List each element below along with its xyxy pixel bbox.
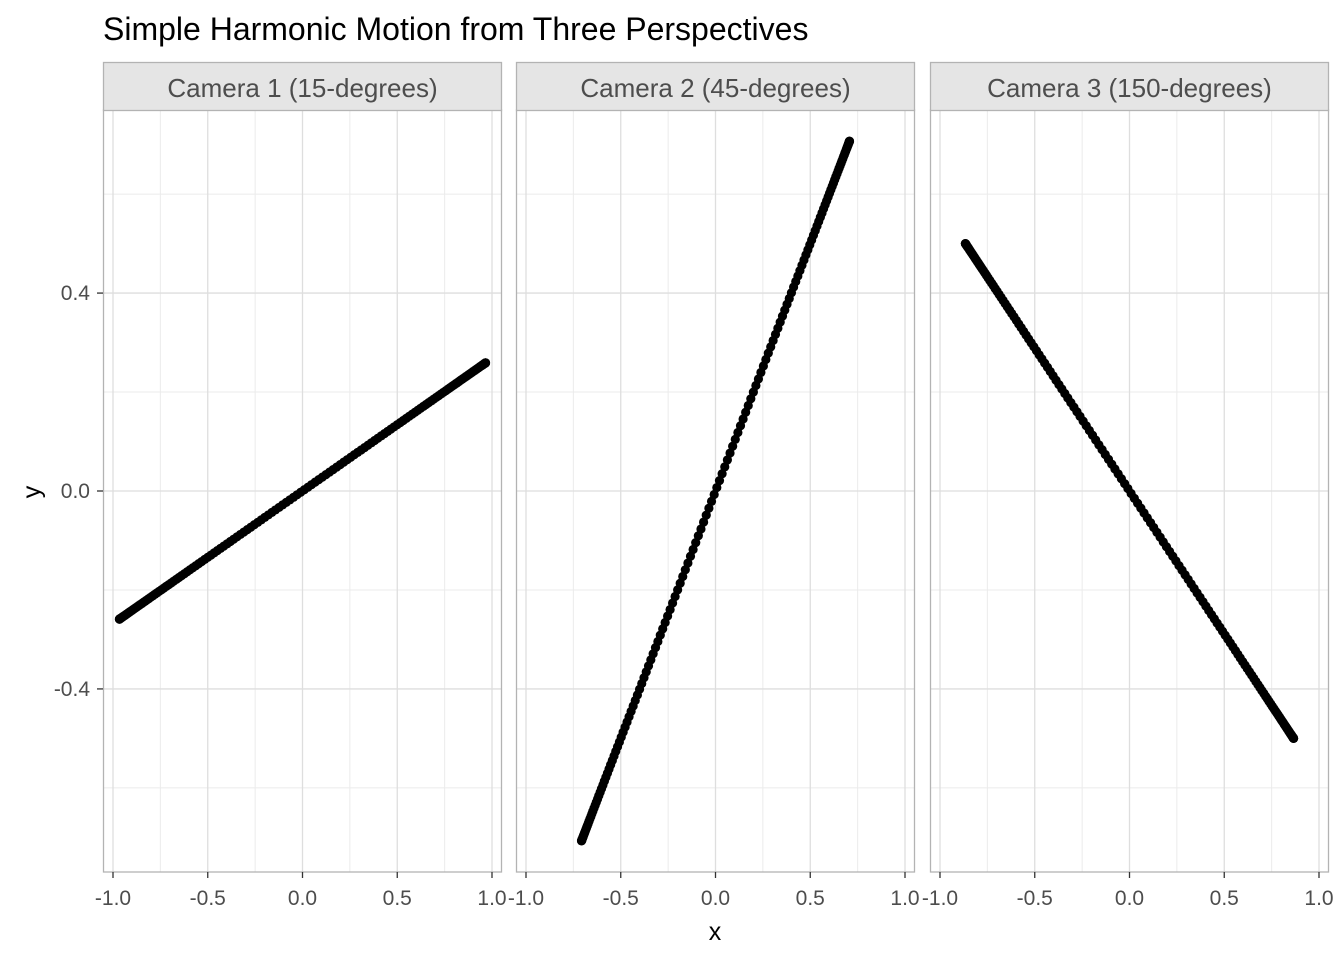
data-point bbox=[1289, 733, 1299, 744]
facet-strip-label: Camera 3 (150-degrees) bbox=[987, 73, 1272, 103]
data-point bbox=[699, 517, 709, 527]
data-point bbox=[704, 503, 714, 513]
x-tick-label: 0.5 bbox=[1210, 887, 1239, 910]
data-point bbox=[706, 496, 717, 506]
data-point bbox=[709, 489, 719, 500]
y-tick-label: 0.0 bbox=[61, 480, 90, 503]
x-tick-label: -0.5 bbox=[190, 887, 226, 910]
y-axis-title: y bbox=[18, 485, 46, 498]
x-tick-label: -0.5 bbox=[603, 887, 639, 910]
data-point bbox=[714, 476, 725, 486]
facet-strip bbox=[515, 61, 916, 112]
chart-title: Simple Harmonic Motion from Three Perspe… bbox=[103, 11, 808, 47]
x-tick-label: 1.0 bbox=[890, 887, 919, 910]
x-tick-label: 0.0 bbox=[1115, 887, 1144, 910]
panel-2: Camera 2 (45-degrees) -1.0 -0.5 0.0 0.5 1.0 bbox=[508, 61, 920, 910]
data-point bbox=[480, 358, 491, 368]
x-tick-label: 0.5 bbox=[796, 887, 825, 910]
data-point bbox=[844, 136, 855, 146]
facet-strip bbox=[929, 61, 1330, 112]
x-tick-label: 0.5 bbox=[383, 887, 412, 910]
data-point bbox=[717, 469, 727, 479]
facet-strip-label: Camera 2 (45-degrees) bbox=[580, 73, 850, 103]
x-tick-label: 0.0 bbox=[701, 887, 730, 910]
data-point bbox=[701, 510, 711, 520]
x-axis-title: x bbox=[709, 918, 722, 946]
x-tick-label: -1.0 bbox=[922, 887, 958, 910]
y-tick-label: 0.4 bbox=[61, 282, 91, 305]
series-points bbox=[114, 358, 491, 624]
panel-3: Camera 3 (150-degrees) -1.0 -0.5 0.0 0.5 1.0 bbox=[922, 61, 1334, 910]
y-axis: 0.4 0.0 -0.4 bbox=[54, 282, 103, 701]
x-tick-label: -0.5 bbox=[1017, 887, 1053, 910]
x-tick-label: 0.0 bbox=[288, 887, 317, 910]
series-points bbox=[960, 238, 1299, 744]
facet-strip bbox=[102, 61, 503, 112]
facet-strip-label: Camera 1 (15-degrees) bbox=[167, 73, 437, 103]
x-tick-label: 1.0 bbox=[477, 887, 506, 910]
data-point bbox=[720, 462, 730, 472]
x-tick-label: 1.0 bbox=[1304, 887, 1333, 910]
x-tick-label: -1.0 bbox=[508, 887, 544, 910]
panels: Camera 1 (15-degrees)-1.0 -0.5 0.0 0.5 1.0Ca… bbox=[95, 61, 1334, 910]
series-points bbox=[576, 136, 855, 846]
data-point bbox=[712, 482, 722, 493]
x-tick-label: -1.0 bbox=[95, 887, 131, 910]
panel-1: Camera 1 (15-degrees) -1.0 -0.5 0.0 0.5 1.0 bbox=[95, 61, 507, 910]
y-tick-label: -0.4 bbox=[54, 678, 91, 701]
